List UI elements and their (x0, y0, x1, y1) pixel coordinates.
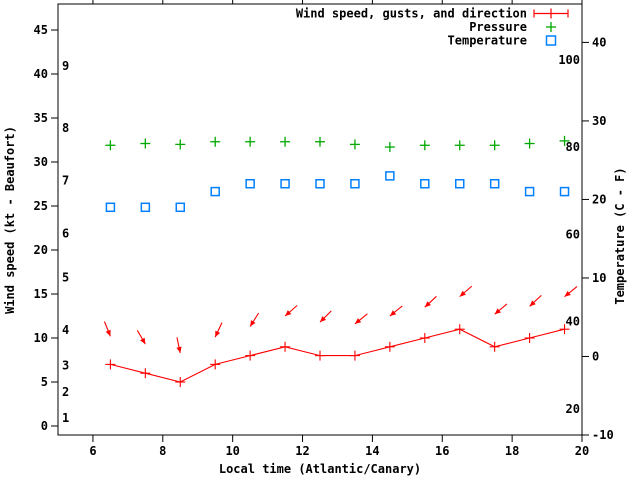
x-tick-label: 14 (365, 444, 379, 458)
y-left-tick-label: 35 (34, 111, 48, 125)
wind-direction-arrow-head (285, 310, 292, 316)
wind-direction-arrow-head (105, 329, 111, 337)
y-left-tick-label: 40 (34, 67, 48, 81)
wind-direction-arrow-head (354, 318, 362, 324)
wind-series (103, 285, 578, 387)
x-tick-label: 10 (225, 444, 239, 458)
y-right-tick-label: 10 (592, 271, 606, 285)
beaufort-label: 8 (62, 121, 69, 135)
y-right-axis-label: Temperature (C - F) (613, 167, 627, 304)
wind-direction-arrow-head (389, 310, 397, 316)
x-tick-label: 16 (435, 444, 449, 458)
temperature-marker (280, 178, 290, 189)
beaufort-label: 5 (62, 270, 69, 284)
fahrenheit-label: 40 (566, 315, 580, 329)
y-right-tick-label: 40 (592, 35, 606, 49)
pressure-series (105, 135, 570, 153)
y-right-tick-label: 30 (592, 114, 606, 128)
y-left-tick-label: 30 (34, 155, 48, 169)
y-left-tick-label: 15 (34, 287, 48, 301)
y-right-tick-label: -10 (592, 428, 614, 442)
wind-direction-arrow-head (140, 337, 146, 345)
temperature-series (105, 171, 570, 213)
x-tick-label: 6 (89, 444, 96, 458)
x-tick-label: 12 (295, 444, 309, 458)
beaufort-label: 1 (62, 411, 69, 425)
x-axis-label: Local time (Atlantic/Canary) (219, 462, 421, 476)
beaufort-label: 7 (62, 174, 69, 188)
temperature-marker (245, 178, 255, 189)
y-left-tick-label: 0 (41, 419, 48, 433)
y-right-tick-label: 0 (592, 349, 599, 363)
beaufort-label: 3 (62, 358, 69, 372)
temperature-marker (175, 202, 186, 213)
y-left-tick-label: 45 (34, 23, 48, 37)
fahrenheit-label: 60 (566, 227, 580, 241)
x-tick-label: 18 (505, 444, 519, 458)
wind-direction-arrow-head (215, 330, 221, 338)
wind-direction-arrow-head (250, 320, 256, 327)
y-right-tick-label: 20 (592, 192, 606, 206)
temperature-marker (140, 202, 151, 213)
temperature-marker (350, 178, 360, 189)
x-tick-label: 20 (575, 444, 589, 458)
wind-direction-arrow-head (320, 316, 327, 323)
temperature-marker (210, 186, 220, 197)
temperature-marker (315, 178, 325, 189)
wind-direction-arrow-head (176, 346, 182, 353)
temperature-marker (105, 202, 116, 213)
wind-direction-arrow-head (529, 300, 536, 307)
wind-speed-line (110, 328, 565, 383)
wind-direction-arrow-head (459, 290, 466, 297)
fahrenheit-label: 100 (558, 53, 580, 67)
temperature-marker (489, 178, 500, 189)
fahrenheit-label: 80 (566, 140, 580, 154)
temperature-marker (454, 178, 465, 189)
y-left-tick-label: 25 (34, 199, 48, 213)
legend-item-label: Pressure (469, 20, 527, 34)
y-left-tick-label: 20 (34, 243, 48, 257)
axes: 6 8 10 12 14 16 18 2005101520253035404512345678… (3, 0, 627, 476)
plot-border (57, 3, 583, 436)
temperature-marker (524, 186, 535, 197)
legend-item-label: Wind speed, gusts, and direction (296, 7, 527, 21)
wind-direction-arrow-head (424, 301, 431, 308)
beaufort-label: 4 (62, 323, 69, 337)
beaufort-label: 2 (62, 385, 69, 399)
y-left-tick-label: 5 (41, 375, 48, 389)
legend: Wind speed, gusts, and directionPressure… (296, 7, 569, 48)
x-tick-label: 8 (159, 444, 166, 458)
temperature-marker (420, 178, 430, 189)
legend-key-square (545, 35, 557, 46)
temperature-marker (559, 186, 570, 197)
y-left-tick-label: 10 (34, 331, 48, 345)
wind-direction-arrow-head (494, 308, 501, 315)
wind-direction-arrow-head (564, 290, 571, 297)
fahrenheit-label: 20 (566, 402, 580, 416)
beaufort-label: 9 (62, 59, 69, 73)
legend-item-label: Temperature (448, 34, 527, 48)
beaufort-label: 6 (62, 226, 69, 240)
temperature-marker (385, 171, 395, 181)
y-left-axis-label: Wind speed (kt - Beaufort) (3, 126, 17, 314)
